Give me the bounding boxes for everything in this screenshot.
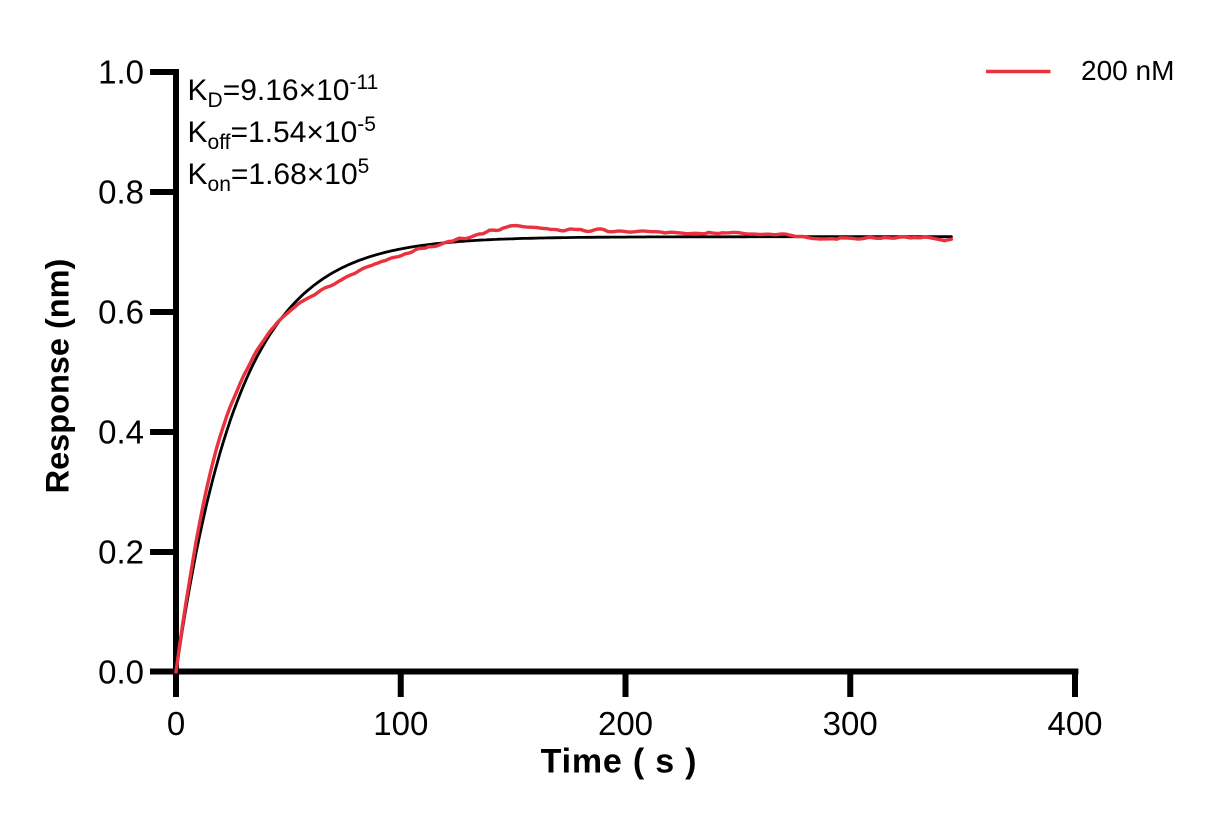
svg-text:0.0: 0.0 — [98, 654, 144, 691]
svg-text:Koff=1.54×10-5: Koff=1.54×10-5 — [188, 113, 376, 154]
svg-text:0.6: 0.6 — [98, 294, 144, 331]
svg-text:Time ( s ): Time ( s ) — [541, 743, 698, 781]
svg-text:400: 400 — [1047, 705, 1102, 742]
svg-text:200: 200 — [598, 705, 653, 742]
svg-text:0.2: 0.2 — [98, 534, 144, 571]
svg-text:200 nM: 200 nM — [1081, 55, 1174, 86]
svg-text:Response (nm): Response (nm) — [40, 259, 76, 494]
svg-text:0.8: 0.8 — [98, 174, 144, 211]
svg-text:100: 100 — [373, 705, 428, 742]
svg-text:0: 0 — [167, 705, 185, 742]
svg-text:0.4: 0.4 — [98, 414, 144, 451]
svg-text:1.0: 1.0 — [98, 54, 144, 91]
svg-text:Kon=1.68×105: Kon=1.68×105 — [188, 155, 370, 196]
svg-text:300: 300 — [823, 705, 878, 742]
